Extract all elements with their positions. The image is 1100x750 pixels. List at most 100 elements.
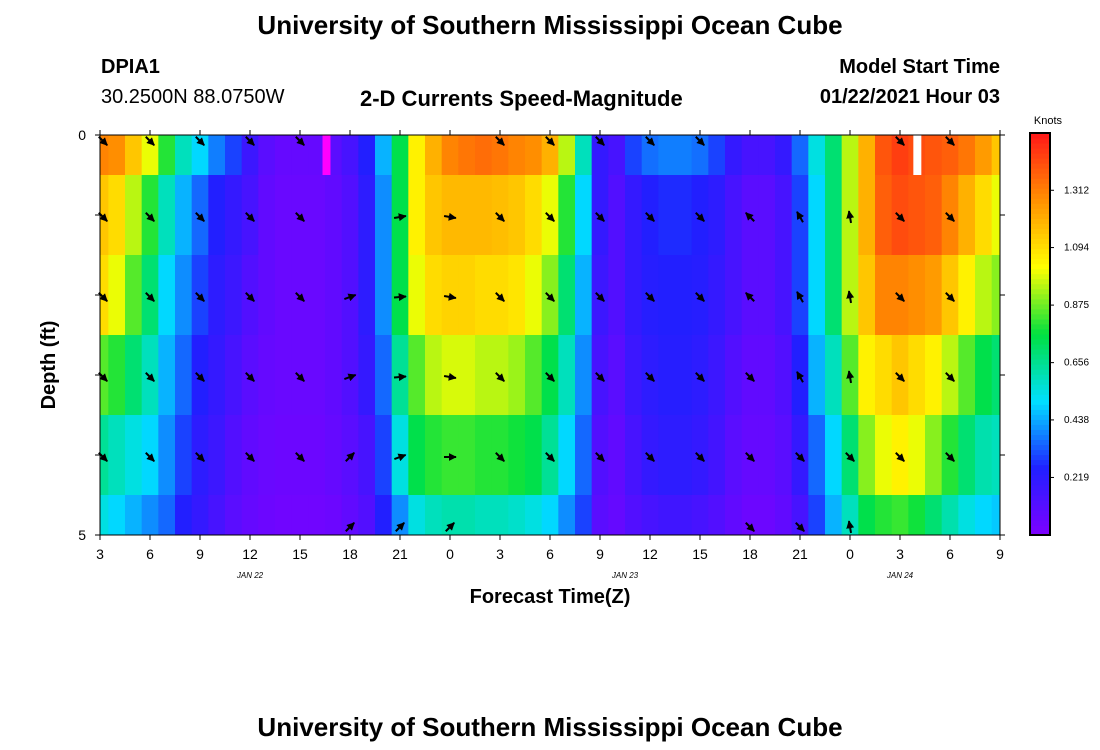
direction-arrow xyxy=(595,372,605,382)
colorbar-step xyxy=(1030,293,1050,300)
page-title: University of Southern Mississippi Ocean… xyxy=(257,10,843,40)
heatmap-cell xyxy=(225,135,243,176)
direction-arrow xyxy=(545,452,555,462)
direction-arrow xyxy=(443,212,457,221)
colorbar-step xyxy=(1030,524,1050,531)
direction-arrow xyxy=(745,292,755,302)
heatmap-cell xyxy=(791,335,809,416)
heatmap-cell xyxy=(458,335,476,416)
colorbar-step xyxy=(1030,424,1050,430)
colorbar-step xyxy=(1030,499,1050,506)
heatmap-cell xyxy=(358,255,376,336)
heatmap-cell xyxy=(241,175,259,256)
heatmap-cell xyxy=(491,175,509,256)
colorbar-step xyxy=(1030,364,1050,370)
direction-arrow xyxy=(545,372,555,382)
colorbar-step xyxy=(1030,213,1050,219)
heatmap-cell xyxy=(875,175,893,256)
heatmap-cell xyxy=(558,335,576,416)
heatmap-cell xyxy=(991,135,1001,176)
heatmap-cell xyxy=(425,135,443,176)
heatmap-cell xyxy=(108,135,126,176)
heatmap-cell xyxy=(208,335,226,416)
heatmap-cell xyxy=(625,495,643,536)
heatmap-cell xyxy=(158,415,176,496)
heatmap-cell xyxy=(908,335,926,416)
colorbar-step xyxy=(1030,444,1050,451)
colorbar-step xyxy=(1030,223,1050,229)
heatmap-cell xyxy=(108,495,126,536)
heatmap-cell xyxy=(241,415,259,496)
heatmap-cell xyxy=(208,415,226,496)
colorbar-step xyxy=(1030,138,1050,144)
heatmap-cell xyxy=(741,335,759,416)
heatmap-cell xyxy=(841,415,859,496)
heatmap-cell xyxy=(708,495,726,536)
heatmap-cell xyxy=(775,175,793,256)
heatmap-cell xyxy=(125,415,143,496)
heatmap-cell xyxy=(641,175,659,256)
heatmap-cell xyxy=(525,135,543,176)
heatmap-cell xyxy=(391,175,409,256)
colorbar-step xyxy=(1030,494,1050,501)
footer-title: University of Southern Mississippi Ocean… xyxy=(257,712,843,742)
heatmap-cell xyxy=(375,415,393,496)
heatmap-cell xyxy=(741,175,759,256)
colorbar-step xyxy=(1030,198,1050,204)
heatmap-cell xyxy=(258,495,276,536)
heatmap-cell xyxy=(991,415,1001,496)
heatmap-cell xyxy=(825,255,843,336)
heatmap-cell xyxy=(691,255,709,336)
colorbar-step xyxy=(1030,168,1050,174)
colorbar-step xyxy=(1030,359,1050,365)
heatmap-cell xyxy=(758,175,776,256)
heatmap-cell xyxy=(191,415,209,496)
colorbar-unit: Knots xyxy=(1034,115,1063,127)
marker-white xyxy=(913,135,922,175)
heatmap-cell xyxy=(391,255,409,336)
heatmap-cell xyxy=(158,335,176,416)
direction-arrow xyxy=(345,522,355,532)
direction-arrow xyxy=(545,136,555,146)
direction-arrow xyxy=(495,372,505,382)
direction-arrow xyxy=(394,453,407,462)
heatmap-cell xyxy=(958,495,976,536)
heatmap-cell xyxy=(225,175,243,256)
heatmap-cell xyxy=(825,175,843,256)
heatmap-cell xyxy=(875,255,893,336)
heatmap-cell xyxy=(591,495,609,536)
x-tick-label: 21 xyxy=(392,546,408,562)
direction-arrow xyxy=(695,452,705,462)
colorbar-step xyxy=(1030,143,1050,149)
colorbar-tick-label: 0.438 xyxy=(1064,415,1089,426)
heatmap-cell xyxy=(408,175,426,256)
colorbar-step xyxy=(1030,509,1050,516)
direction-arrow xyxy=(945,212,955,222)
heatmap-cell xyxy=(258,335,276,416)
heatmap-cell xyxy=(375,175,393,256)
colorbar-step xyxy=(1030,479,1050,486)
heatmap-cell xyxy=(275,335,293,416)
heatmap-cell xyxy=(408,255,426,336)
direction-arrow xyxy=(695,212,705,222)
colorbar-step xyxy=(1030,148,1050,154)
heatmap-cell xyxy=(441,135,459,176)
heatmap-cell xyxy=(591,415,609,496)
heatmap-cell xyxy=(608,335,626,416)
x-tick-label: 12 xyxy=(642,546,658,562)
heatmap-cell xyxy=(175,495,193,536)
heatmap-cell xyxy=(625,335,643,416)
x-tick-label: 3 xyxy=(896,546,904,562)
heatmap-cell xyxy=(858,135,876,176)
direction-arrow xyxy=(745,372,755,382)
direction-arrow xyxy=(895,292,905,302)
heatmap-cell xyxy=(691,495,709,536)
colorbar-step xyxy=(1030,233,1050,240)
direction-arrow xyxy=(945,372,955,382)
heatmap-cell xyxy=(775,335,793,416)
heatmap-cell xyxy=(341,335,359,416)
heatmap-cell xyxy=(975,135,993,176)
heatmap-cell xyxy=(408,495,426,536)
heatmap-cell xyxy=(725,415,743,496)
heatmap-cell xyxy=(108,175,126,256)
